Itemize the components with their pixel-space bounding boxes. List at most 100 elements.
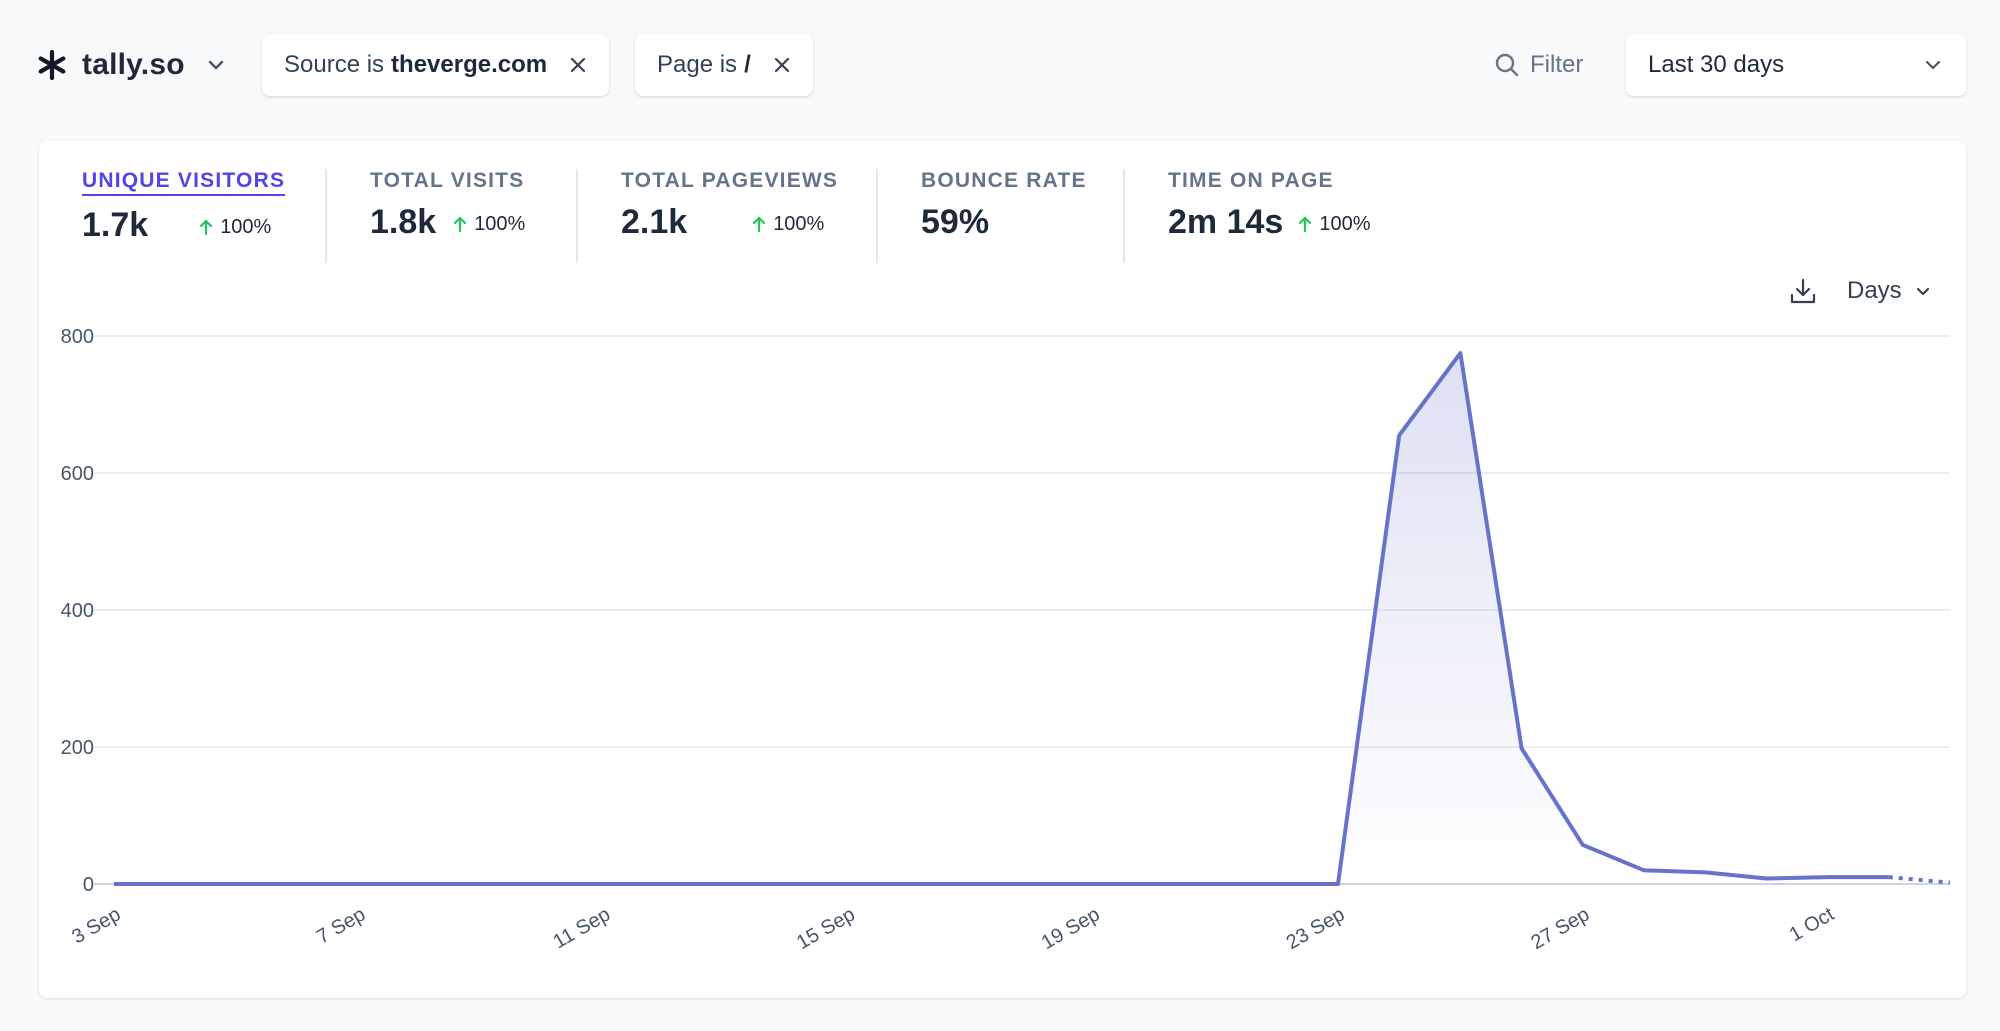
filter-button[interactable]: Filter [1494,44,1583,86]
close-icon[interactable] [773,56,791,74]
filter-source-value: theverge.com [391,51,548,78]
interval-select[interactable]: Days [1847,277,1932,305]
chart-series-line [114,351,1889,886]
chart-data-point[interactable] [721,879,731,889]
metric-total-pageviews[interactable]: TOTAL PAGEVIEWS 2.1k 100% [621,169,838,265]
x-tick-label: 11 Sep [549,903,614,953]
chevron-down-icon [208,60,223,70]
metric-value: 1.7k [82,206,149,244]
metric-change-value: 100% [773,212,825,235]
date-range-select[interactable]: Last 30 days [1626,34,1966,96]
chart-data-point[interactable] [1333,879,1343,889]
chart-data-point[interactable] [415,879,425,889]
x-tick-label: 1 Oct [1786,903,1839,946]
metrics-row: UNIQUE VISITORS 1.7k 100% TOTAL VISITS 1… [39,141,1966,271]
asterisk-logo-icon [38,49,66,81]
chart-data-point[interactable] [1272,879,1282,889]
filter-chip-page[interactable]: Page is / [635,34,813,96]
y-tick-label: 800 [61,326,94,348]
x-tick-label: 23 Sep [1283,903,1349,954]
metric-total-visits[interactable]: TOTAL VISITS 1.8k 100% [370,169,525,265]
y-tick-label: 0 [83,874,94,896]
chart-data-point[interactable] [476,879,486,889]
visitors-chart: 0 200 400 600 800 3 Sep 7 Sep 11 Sep 15 Sep 19 S… [61,326,1955,954]
chart-data-point[interactable] [599,879,609,889]
metric-value: 2.1k [621,203,688,241]
chart-data-point[interactable] [1761,874,1771,884]
arrow-up-icon [1299,216,1312,233]
close-icon[interactable] [569,56,587,74]
filter-page-prefix: Page is [657,51,738,78]
chart-series-incomplete-line [1888,875,1951,885]
chart-data-point[interactable] [1211,879,1221,889]
metric-change-value: 100% [1319,212,1371,235]
chevron-down-icon [1925,60,1941,70]
metric-change: 100% [1297,213,1370,236]
filter-page-value: / [744,51,751,78]
chart-data-point[interactable] [660,879,670,889]
search-icon [1495,53,1519,77]
top-bar: tally.so Source is theverge.com Page is … [0,0,2000,132]
site-name: tally.so [82,48,185,81]
interval-label: Days [1847,277,1902,304]
metric-divider [876,169,878,263]
chart-data-point[interactable] [1639,865,1649,875]
date-range-label: Last 30 days [1648,51,1785,78]
chart-data-point[interactable] [966,879,976,889]
filter-source-prefix: Source is [284,51,385,78]
chart-data-point[interactable] [1823,872,1833,882]
chart-data-point[interactable] [354,879,364,889]
chart-data-point[interactable] [1149,879,1159,889]
y-tick-label: 600 [61,463,94,485]
metric-divider [325,169,327,263]
metric-unique-visitors[interactable]: UNIQUE VISITORS 1.7k 100% [82,169,286,265]
y-tick-label: 200 [61,737,94,759]
chart-data-point[interactable] [1945,878,1955,888]
filter-chip-source[interactable]: Source is theverge.com [262,34,610,96]
chart-data-point[interactable] [843,879,853,889]
metric-time-on-page[interactable]: TIME ON PAGE 2m 14s 100% [1168,169,1370,265]
chart-data-point[interactable] [1394,430,1404,440]
visitors-graph-card: UNIQUE VISITORS 1.7k 100% TOTAL VISITS 1… [39,141,1966,998]
chart-data-point[interactable] [782,879,792,889]
metric-change-value: 100% [220,215,272,238]
metric-change: 100% [452,213,525,236]
chart-data-point[interactable] [905,879,915,889]
metric-divider [1123,169,1125,263]
x-tick-label: 19 Sep [1038,903,1104,954]
metric-value: 59% [921,203,990,241]
metric-bounce-rate[interactable]: BOUNCE RATE 59% [921,169,1087,265]
download-icon[interactable] [1789,277,1817,305]
x-tick-label: 27 Sep [1527,903,1593,954]
metric-label: UNIQUE VISITORS [82,169,286,196]
chart-data-point[interactable] [1578,840,1588,850]
chart-data-point[interactable] [293,879,303,889]
metric-change: 100% [751,213,824,236]
chart-data-point[interactable] [109,879,119,889]
chart-data-point[interactable] [231,879,241,889]
chart-data-point[interactable] [1088,879,1098,889]
metric-value: 1.8k [370,203,437,241]
chart-data-point[interactable] [1455,348,1465,358]
chart-controls: Days [1789,271,1932,311]
chart-area-fill [114,353,1950,884]
metric-label: TIME ON PAGE [1168,169,1334,192]
chart-data-point[interactable] [170,879,180,889]
metric-divider [576,169,578,263]
metric-label: TOTAL VISITS [370,169,525,192]
metric-change-value: 100% [474,212,526,235]
chart-data-point[interactable] [1884,872,1894,882]
metric-value: 2m 14s [1168,203,1284,241]
chevron-down-icon [1916,287,1929,296]
filter-button-label: Filter [1530,51,1584,78]
site-switcher[interactable]: tally.so [36,44,227,86]
metric-change: 100% [198,216,271,239]
chart-data-point[interactable] [1700,867,1710,877]
arrow-up-icon [454,216,467,233]
metric-label: BOUNCE RATE [921,169,1087,192]
chart-data-point[interactable] [537,879,547,889]
chart-data-point[interactable] [1027,879,1037,889]
x-tick-label: 7 Sep [313,903,369,948]
metric-label: TOTAL PAGEVIEWS [621,169,839,192]
chart-data-point[interactable] [1517,743,1527,753]
